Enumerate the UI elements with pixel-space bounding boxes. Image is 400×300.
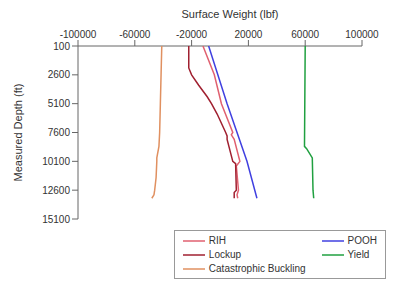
- svg-text:-100000: -100000: [60, 29, 97, 40]
- html-text:Catastrophic Buckling: Catastrophic Buckling: [208, 263, 306, 274]
- svg-text:12600: 12600: [42, 185, 70, 196]
- html-text:RIH: RIH: [208, 235, 227, 246]
- html-text:Lockup: Lockup: [208, 249, 242, 260]
- svg-text:100000: 100000: [345, 29, 379, 40]
- svg-text:Measured Depth (ft): Measured Depth (ft): [12, 84, 24, 182]
- html-text:Surface Weight (lbf): Surface Weight (lbf): [181, 8, 279, 20]
- svg-text:-60000: -60000: [119, 29, 151, 40]
- html-text:Yield: Yield: [347, 249, 370, 260]
- svg-text:7600: 7600: [48, 127, 71, 138]
- svg-text:15100: 15100: [42, 214, 70, 224]
- svg-text:10100: 10100: [42, 156, 70, 167]
- svg-text:20000: 20000: [234, 29, 262, 40]
- svg-text:5100: 5100: [48, 98, 71, 109]
- html-text:POOH: POOH: [347, 235, 377, 246]
- svg-text:2600: 2600: [48, 69, 71, 80]
- svg-text:100: 100: [53, 41, 70, 52]
- svg-text:60000: 60000: [291, 29, 319, 40]
- svg-text:-20000: -20000: [176, 29, 208, 40]
